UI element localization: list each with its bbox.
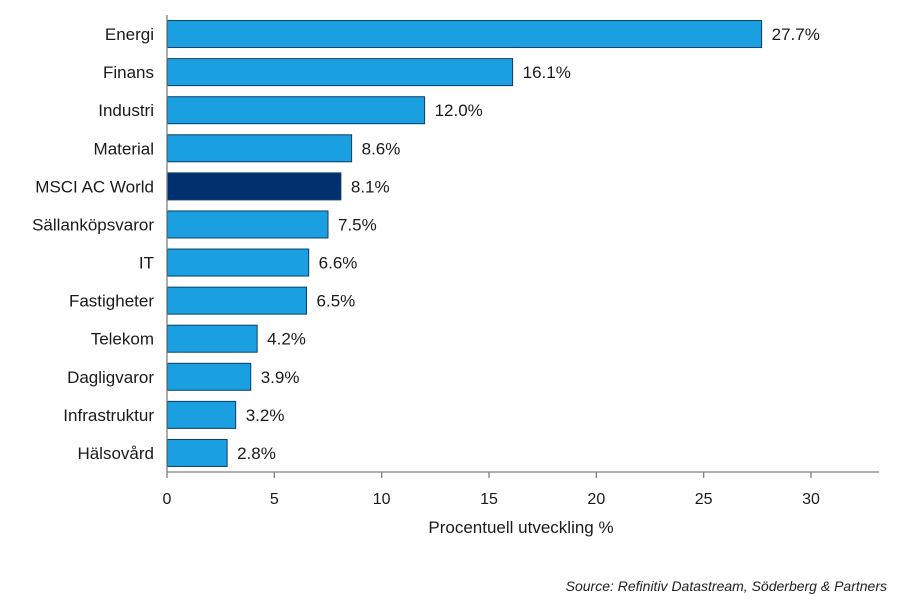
x-tick-label-10: 10 <box>373 491 391 508</box>
bar-dagligvaror <box>167 362 252 391</box>
bars-layer <box>167 20 763 467</box>
bar-industri <box>167 96 426 125</box>
x-axis-title: Procentuell utveckling % <box>428 518 613 537</box>
x-tick-label-5: 5 <box>270 491 279 508</box>
x-tick-label-25: 25 <box>695 491 713 508</box>
category-label-infrastruktur: Infrastruktur <box>63 406 154 425</box>
bar-energi <box>167 20 763 49</box>
x-tick-label-30: 30 <box>802 491 820 508</box>
source-note: Source: Refinitiv Datastream, Söderberg … <box>565 578 887 594</box>
value-label-msci-ac-world: 8.1% <box>351 177 390 196</box>
value-label-infrastruktur: 3.2% <box>246 406 285 425</box>
category-label-material: Material <box>94 139 154 158</box>
x-axis: 0 5 10 15 20 25 30 <box>163 15 879 508</box>
category-label-halsovard: Hälsovård <box>77 444 154 463</box>
x-tick-label-15: 15 <box>480 491 498 508</box>
value-label-telekom: 4.2% <box>267 330 306 349</box>
value-label-finans: 16.1% <box>523 63 571 82</box>
bar-msci-ac-world <box>167 172 342 201</box>
category-label-industri: Industri <box>98 101 154 120</box>
category-label-dagligvaror: Dagligvaror <box>67 368 154 387</box>
category-label-msci-ac-world: MSCI AC World <box>35 177 154 196</box>
bar-fastigheter <box>167 286 308 315</box>
value-label-sallankopsvaror: 7.5% <box>338 215 377 234</box>
category-label-it: IT <box>139 254 154 273</box>
category-label-sallankopsvaror: Sällanköpsvaror <box>32 215 154 234</box>
category-label-energi: Energi <box>105 25 154 44</box>
bar-telekom <box>167 324 258 353</box>
bar-halsovard <box>167 438 228 467</box>
value-label-halsovard: 2.8% <box>237 444 276 463</box>
bar-finans <box>167 58 514 87</box>
value-label-energi: 27.7% <box>772 25 820 44</box>
value-label-material: 8.6% <box>362 139 401 158</box>
bar-infrastruktur <box>167 400 237 429</box>
category-label-telekom: Telekom <box>91 330 154 349</box>
x-tick-label-20: 20 <box>587 491 605 508</box>
bar-sallankopsvaror <box>167 210 329 239</box>
value-label-dagligvaror: 3.9% <box>261 368 300 387</box>
category-label-fastigheter: Fastigheter <box>69 292 154 311</box>
bar-material <box>167 134 353 163</box>
labels-layer: Energi 27.7% Finans 16.1% Industri 12.0% Mater… <box>32 25 820 463</box>
value-label-it: 6.6% <box>319 254 358 273</box>
value-label-industri: 12.0% <box>435 101 483 120</box>
value-label-fastigheter: 6.5% <box>317 292 356 311</box>
x-tick-label-0: 0 <box>163 491 172 508</box>
category-label-finans: Finans <box>103 63 154 82</box>
bar-it <box>167 248 310 277</box>
